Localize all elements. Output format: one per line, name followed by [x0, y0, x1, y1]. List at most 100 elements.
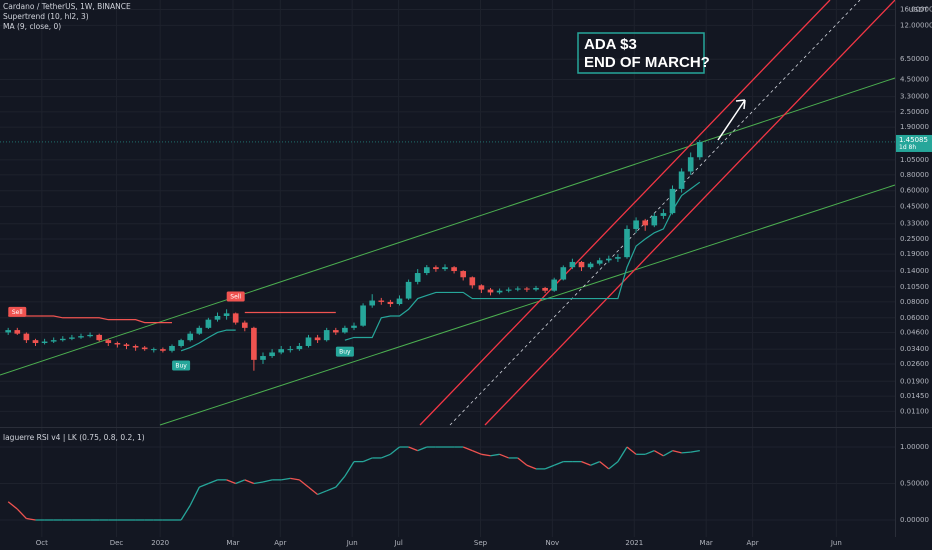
candle-body	[241, 322, 248, 328]
rsi-segment	[26, 517, 36, 521]
x-tick-label: Mar	[226, 539, 239, 547]
y-tick-label: 0.00000	[900, 516, 929, 524]
candle-body	[196, 327, 203, 334]
x-tick-label: Jun	[830, 539, 842, 547]
candle-body	[651, 215, 658, 226]
y-tick-label: 1.00000	[900, 443, 929, 451]
rsi-segment	[381, 453, 391, 459]
rsi-segment	[462, 446, 473, 452]
marks: Oct Dec 2020 Mar Apr Jun Jul Sep Nov 2021 Mar Apr Ju…	[0, 5, 932, 547]
rsi-segment	[644, 450, 655, 455]
indicator-label: MA (9, close, 0)	[3, 22, 61, 31]
channel-midline	[449, 0, 861, 426]
rsi-segment	[681, 451, 691, 454]
candle-body	[23, 333, 30, 341]
candle-body	[178, 340, 184, 346]
candle-body	[396, 298, 403, 305]
x-tick-label: Sep	[474, 539, 488, 547]
candle-body	[260, 356, 266, 360]
x-tick-label: 2020	[151, 539, 169, 547]
candle-body	[59, 338, 66, 341]
rsi-segment	[526, 464, 537, 470]
rsi-segment	[180, 505, 191, 521]
x-tick-label: Jun	[346, 539, 358, 547]
x-tick-label: Jul	[393, 539, 403, 547]
supertrend-line	[8, 315, 172, 324]
channel-line	[0, 77, 896, 376]
candle-body	[287, 349, 294, 351]
y-tick-label: 0.08000	[900, 298, 929, 306]
candle-body	[469, 277, 476, 286]
rsi-segment	[590, 461, 600, 466]
candle-body	[451, 267, 457, 272]
x-tick-label: Apr	[747, 539, 759, 547]
candle-body	[269, 352, 275, 357]
rsi-segment	[690, 450, 700, 453]
candle-body	[605, 258, 612, 261]
rsi-segment	[326, 486, 337, 492]
x-tick-label: Apr	[274, 539, 286, 547]
candle-body	[132, 345, 139, 348]
signal-label: Buy	[175, 363, 187, 370]
y-tick-label: 0.02600	[900, 360, 929, 368]
candle-body	[69, 337, 75, 339]
candle-body	[205, 319, 212, 328]
x-tick-label: Nov	[546, 539, 560, 547]
rsi-segment	[517, 457, 528, 466]
annotation-text: ADA $3	[584, 36, 637, 53]
y-tick-label: 0.10500	[900, 283, 929, 291]
y-tick-label: 0.80000	[900, 171, 929, 179]
y-tick-label: 1.90000	[900, 123, 929, 131]
countdown-label: 1d 8h	[899, 144, 916, 151]
channel-line	[419, 0, 831, 426]
candle-body	[378, 300, 385, 302]
indicator-label: Supertrend (10, hl2, 3)	[3, 12, 89, 21]
y-tick-label: 0.03400	[900, 345, 929, 353]
y-tick-label: 0.25000	[900, 235, 929, 243]
rsi-segment	[189, 486, 200, 506]
candle-body	[578, 261, 585, 268]
rsi-segment	[16, 508, 27, 519]
y-tick-label: 12.00000	[900, 21, 932, 29]
candle-body	[323, 330, 330, 341]
candle-body	[678, 171, 685, 189]
rsi-segment	[389, 446, 400, 455]
candle-body	[278, 349, 285, 353]
y-tick-label: 0.04600	[900, 328, 929, 336]
candle-body	[696, 142, 703, 158]
rsi-segment	[408, 446, 418, 452]
channel-line	[484, 0, 896, 426]
annotation-text: END OF MARCH?	[584, 54, 710, 71]
candle-body	[615, 257, 621, 259]
candle-body	[487, 289, 494, 293]
y-tick-label: 0.01450	[900, 392, 929, 400]
candle-body	[687, 157, 694, 172]
candle-body	[150, 349, 157, 351]
rsi-segment	[344, 461, 355, 477]
rsi-segment	[663, 450, 673, 457]
candle-body	[624, 228, 630, 258]
rsi-segment	[298, 479, 309, 488]
rsi-segment	[308, 486, 319, 495]
candle-body	[405, 281, 412, 299]
rsi-segment	[544, 464, 555, 470]
candle-body	[105, 340, 112, 343]
candle-body	[251, 327, 257, 360]
supertrend-line	[180, 329, 236, 352]
y-tick-label: 0.01100	[900, 407, 929, 415]
rsi-segment	[362, 457, 373, 463]
rsi-segment	[335, 475, 346, 488]
y-tick-label: 4.50000	[900, 75, 929, 83]
signal-label: Sell	[12, 309, 23, 316]
candle-body	[433, 267, 439, 270]
candle-body	[141, 347, 148, 350]
rsi-segment	[599, 461, 610, 470]
y-tick-label: 3.30000	[900, 93, 929, 101]
candle-body	[542, 287, 548, 291]
signal-label: Buy	[339, 349, 351, 356]
rsi-segment	[499, 453, 509, 459]
arrow	[717, 99, 746, 141]
y-tick-label: 0.06000	[900, 314, 929, 322]
candle-body	[387, 301, 394, 305]
